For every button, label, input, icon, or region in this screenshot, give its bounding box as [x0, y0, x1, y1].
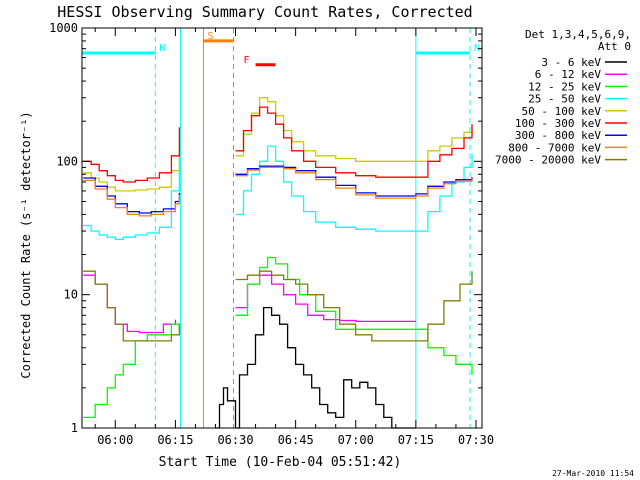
- series-line-3: [83, 256, 473, 419]
- x-tick-label-3: 06:30: [217, 433, 253, 447]
- legend-label-2: 6 - 12 keV: [535, 68, 602, 81]
- x-tick-label-1: 06:00: [97, 433, 133, 447]
- plot-frame: [81, 27, 483, 429]
- y-tick-label-1: 1: [71, 421, 78, 435]
- annotation-label-1: N: [159, 43, 165, 54]
- x-axis-label: Start Time (10-Feb-04 05:51:42): [159, 455, 402, 470]
- plot-area: N N S F: [82, 28, 480, 429]
- y-tick-label-4: 1000: [49, 21, 78, 35]
- x-tick-label-5: 07:00: [338, 433, 374, 447]
- legend-label-1: 3 - 6 keV: [541, 56, 601, 69]
- legend-header-2: Att 0: [598, 40, 631, 53]
- series-line-8: [83, 166, 473, 217]
- y-axis-label: Corrected Count Rate (s⁻¹ detector⁻¹): [19, 111, 33, 378]
- annotation-label-4: F: [244, 55, 250, 66]
- x-tick-label-6: 07:15: [398, 433, 434, 447]
- legend-header-1: Det 1,3,4,5,6,9,: [525, 28, 631, 41]
- series-line-5: [83, 97, 473, 192]
- legend-label-8: 800 - 7000 keV: [508, 141, 601, 154]
- y-tick-label-3: 100: [56, 154, 78, 168]
- legend-label-9: 7000 - 20000 keV: [495, 154, 601, 167]
- legend-label-5: 50 - 100 keV: [522, 105, 602, 118]
- y-tick-label-2: 10: [64, 288, 78, 302]
- series-line-6: [83, 106, 473, 183]
- legend-label-7: 300 - 800 keV: [515, 129, 601, 142]
- legend-label-3: 12 - 25 keV: [528, 80, 601, 93]
- x-tick-label-2: 06:15: [157, 433, 193, 447]
- series-line-4: [83, 145, 473, 240]
- x-tick-label-7: 07:30: [458, 433, 494, 447]
- series-line-9: [83, 270, 473, 342]
- timestamp: 27-Mar-2010 11:54: [552, 469, 634, 478]
- legend-label-4: 25 - 50 keV: [528, 93, 601, 106]
- annotation-label-3: S: [207, 31, 213, 42]
- chart-title: HESSI Observing Summary Count Rates, Cor…: [57, 3, 472, 21]
- x-tick-label-4: 06:45: [278, 433, 314, 447]
- legend-label-6: 100 - 300 keV: [515, 117, 601, 130]
- axes: 06:00 06:15 06:30 06:45 07:00 07:15 07:30 1 10 10…: [49, 21, 494, 447]
- series-line-1: [215, 306, 416, 429]
- annotation-label-2: N: [474, 43, 480, 54]
